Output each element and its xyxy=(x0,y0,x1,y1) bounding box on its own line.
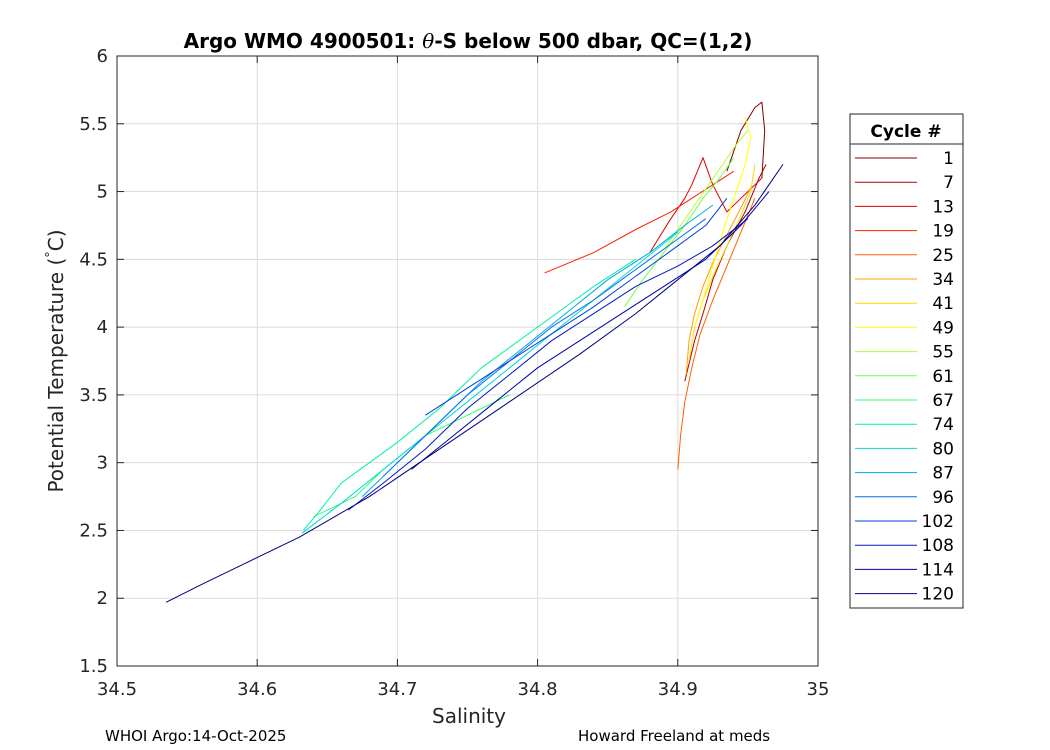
legend-label-61: 61 xyxy=(932,367,954,387)
series-line-cycle-25 xyxy=(677,198,756,470)
legend-label-80: 80 xyxy=(932,439,954,459)
x-tick-label: 34.9 xyxy=(658,679,698,700)
series-line-cycle-34 xyxy=(685,184,753,375)
chart-title: Argo WMO 4900501: θ-S below 500 dbar, QC… xyxy=(184,29,753,53)
y-tick-label: 3.5 xyxy=(79,385,108,406)
legend: Cycle # 17131925344149556167748087961021… xyxy=(849,113,964,609)
legend-label-108: 108 xyxy=(922,536,954,556)
series-line-cycle-102 xyxy=(425,197,728,416)
x-tick-label: 35 xyxy=(807,679,830,700)
y-tick-label: 5.5 xyxy=(79,114,108,135)
legend-label-1: 1 xyxy=(943,149,954,169)
series-line-cycle-108 xyxy=(347,218,749,511)
legend-label-34: 34 xyxy=(932,270,954,290)
series-line-cycle-80 xyxy=(301,231,679,534)
y-tick-label: 4.5 xyxy=(79,249,108,270)
series-line-cycle-96 xyxy=(383,218,707,477)
tick-group: 34.5 34.6 34.7 34.8 34.9 35 1.5 2 2.5 3 3.5 4 4.5 5 5.… xyxy=(79,46,829,700)
footer-right: Howard Freeland at meds xyxy=(578,727,770,745)
y-tick-label: 6 xyxy=(97,46,108,67)
series-line-cycle-19 xyxy=(544,170,735,274)
legend-label-74: 74 xyxy=(932,415,954,435)
y-tick-label: 2 xyxy=(97,588,108,609)
x-tick-label: 34.8 xyxy=(518,679,558,700)
y-tick-label: 5 xyxy=(97,182,108,203)
plot-frame xyxy=(116,55,819,667)
legend-label-41: 41 xyxy=(932,294,954,314)
legend-label-7: 7 xyxy=(943,173,954,193)
legend-label-67: 67 xyxy=(932,391,954,411)
legend-label-96: 96 xyxy=(932,488,954,508)
series-line-cycle-49 xyxy=(694,116,752,328)
legend-box xyxy=(849,113,964,609)
legend-label-55: 55 xyxy=(932,343,954,363)
x-axis-label: Salinity xyxy=(432,704,506,728)
legend-label-19: 19 xyxy=(932,222,954,242)
legend-title: Cycle # xyxy=(870,122,941,142)
legend-label-13: 13 xyxy=(932,197,954,217)
series-group xyxy=(165,101,784,603)
legend-label-49: 49 xyxy=(932,318,954,338)
legend-label-87: 87 xyxy=(932,464,954,484)
y-tick-label: 1.5 xyxy=(79,656,108,677)
y-tick-label: 2.5 xyxy=(79,520,108,541)
x-tick-label: 34.7 xyxy=(377,679,417,700)
legend-entries: 1 7 13 19 25 34 41 49 55 61 67 74 80 87 96 102 108 114 120 xyxy=(855,149,954,605)
legend-label-114: 114 xyxy=(922,560,954,580)
legend-label-102: 102 xyxy=(922,512,954,532)
legend-label-25: 25 xyxy=(932,246,954,266)
y-axis-label: Potential Temperature (°C) xyxy=(44,229,68,492)
series-line-cycle-13 xyxy=(649,157,763,253)
y-tick-label: 4 xyxy=(97,317,108,338)
footer-left: WHOI Argo:14-Oct-2025 xyxy=(105,727,286,745)
x-tick-label: 34.5 xyxy=(97,679,137,700)
series-line-cycle-55 xyxy=(666,130,749,247)
x-tick-label: 34.6 xyxy=(237,679,277,700)
y-tick-label: 3 xyxy=(97,453,108,474)
series-line-cycle-120 xyxy=(165,164,784,603)
series-line-cycle-74 xyxy=(303,258,636,531)
legend-label-120: 120 xyxy=(922,585,954,605)
grid xyxy=(117,56,818,666)
series-line-cycle-1 xyxy=(726,101,766,179)
